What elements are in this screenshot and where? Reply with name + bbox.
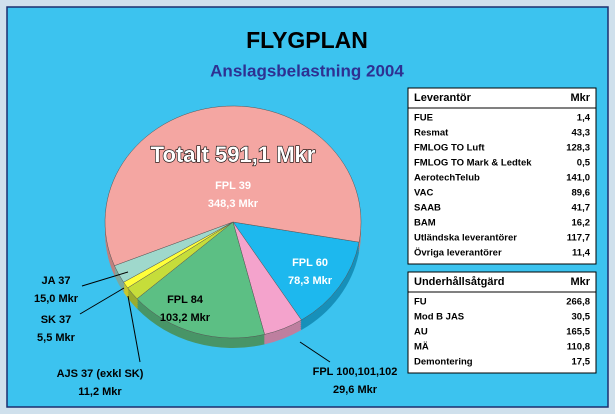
pie-slice — [104, 105, 362, 267]
leader-line — [299, 341, 331, 363]
table-cell: AU — [414, 327, 428, 338]
leader-line — [81, 271, 129, 287]
table-cell: BAM — [414, 218, 436, 229]
slice-label: FPL 60 — [292, 257, 328, 269]
table-cell: 266,8 — [566, 297, 590, 308]
table-cell: 1,4 — [577, 113, 591, 124]
table-cell: Resmat — [414, 128, 449, 139]
slice-value-label: 15,0 Mkr — [34, 293, 79, 305]
leader-line — [79, 287, 125, 315]
table-header: Leverantör — [414, 92, 472, 104]
table-cell: 0,5 — [577, 158, 591, 169]
pie-slice — [232, 221, 360, 321]
chart-title: FLYGPLAN — [246, 27, 368, 53]
table-cell: SAAB — [414, 203, 441, 214]
slice-label: FPL 39 — [215, 180, 251, 192]
slice-value-label: 11,2 Mkr — [78, 386, 122, 398]
table-cell: FMLOG TO Mark & Ledtek — [414, 158, 532, 169]
table-cell: Demontering — [414, 357, 473, 368]
slice-value-label: 348,3 Mkr — [208, 198, 259, 210]
table-cell: Mod B JAS — [414, 312, 464, 323]
slice-label: JA 37 — [42, 275, 71, 287]
table-cell: Övriga leverantörer — [414, 248, 502, 259]
table-cell: 165,5 — [566, 327, 590, 338]
table-box — [407, 87, 597, 265]
slice-value-label: 103,2 Mkr — [160, 312, 211, 324]
table-cell: VAC — [414, 188, 433, 199]
slice-value-label: 29,6 Mkr — [333, 384, 378, 396]
table-cell: Utländska leverantörer — [414, 233, 517, 244]
table-cell: AerotechTelub — [414, 173, 480, 184]
table-cell: 141,0 — [566, 173, 590, 184]
table-cell: 11,4 — [572, 248, 591, 259]
table-cell: MÄ — [414, 342, 429, 353]
table-cell: FMLOG TO Luft — [414, 143, 485, 154]
table-cell: 43,3 — [572, 128, 591, 139]
slice-value-label: 78,3 Mkr — [288, 275, 333, 287]
table-box — [407, 271, 597, 374]
table-cell: 30,5 — [572, 312, 591, 323]
slice-value-label: 5,5 Mkr — [37, 332, 76, 344]
table-cell: 128,3 — [566, 143, 590, 154]
table-cell: 110,8 — [567, 342, 590, 353]
pie-slice — [136, 221, 265, 339]
slice-label: SK 37 — [41, 314, 72, 326]
slice-label: AJS 37 (exkl SK) — [57, 368, 144, 380]
slice-label: FPL 84 — [167, 294, 204, 306]
table-cell: 41,7 — [572, 203, 591, 214]
table-cell: 89,6 — [572, 188, 591, 199]
table-cell: FU — [414, 297, 427, 308]
leader-line — [127, 295, 141, 363]
table-header: Mkr — [570, 276, 590, 288]
table-cell: FUE — [414, 113, 433, 124]
total-annotation: Totalt 591,1 Mkr — [151, 142, 316, 167]
table-header: Mkr — [570, 92, 590, 104]
chart-subtitle: Anslagsbelastning 2004 — [210, 61, 404, 80]
table-header: Underhållsåtgärd — [414, 276, 504, 288]
table-cell: 16,2 — [572, 218, 591, 229]
table-cell: 117,7 — [567, 233, 590, 244]
slice-label: FPL 100,101,102 — [313, 366, 398, 378]
table-cell: 17,5 — [572, 357, 591, 368]
